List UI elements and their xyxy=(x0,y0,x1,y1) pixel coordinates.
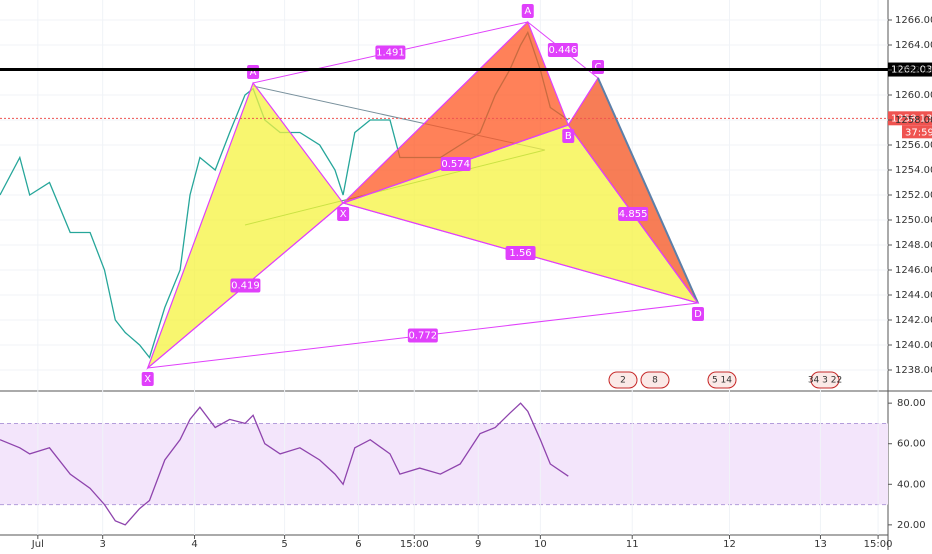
event-label: 2 xyxy=(620,376,626,386)
point-label: X xyxy=(144,374,151,385)
y-tick-label: 1260.000 xyxy=(895,90,932,101)
event-label: 8 xyxy=(652,376,658,386)
event-icon xyxy=(640,371,670,389)
y-tick-label: 60.00 xyxy=(897,439,926,450)
countdown-label: 37:59 xyxy=(905,127,932,138)
ratio-box xyxy=(618,207,649,221)
ratio-box xyxy=(230,278,261,293)
x-tick-label: 3 xyxy=(99,539,105,550)
event-icon xyxy=(707,371,737,389)
rsi-line xyxy=(0,402,569,526)
countdown-box xyxy=(902,125,932,139)
x-tick-label: 13 xyxy=(814,539,827,550)
y-tick-label: 1266.000 xyxy=(895,15,932,26)
event-icon xyxy=(608,371,638,389)
rsi-band xyxy=(0,423,888,505)
point-box xyxy=(691,307,704,321)
x-tick-label: 15:00 xyxy=(864,539,893,550)
y-tick-label: 1264.000 xyxy=(895,40,932,51)
y-tick-label: 1240.000 xyxy=(895,340,932,351)
y-tick-label: 1262.000 xyxy=(895,65,932,76)
point-label: X xyxy=(340,209,347,220)
point-label: B xyxy=(565,131,572,142)
ratio-label: 1.56 xyxy=(509,248,531,259)
x-tick-label: 6 xyxy=(355,539,361,550)
event-label: 34 3 22 xyxy=(808,376,842,386)
price-box xyxy=(888,111,932,126)
x-tick-label: 10 xyxy=(534,539,547,550)
y-tick-label: 40.00 xyxy=(897,479,926,490)
x-tick-label: 4 xyxy=(191,539,197,550)
ratio-label: 0.419 xyxy=(231,281,260,292)
ratio-box xyxy=(440,157,471,171)
ratio-label: 1.491 xyxy=(376,48,405,59)
y-tick-label: 1248.000 xyxy=(895,240,932,251)
x-tick-label: 9 xyxy=(475,539,481,550)
y-tick-label: 1256.000 xyxy=(895,140,932,151)
y-tick-label: 80.00 xyxy=(897,398,926,409)
point-label: A xyxy=(524,6,531,17)
y-tick-label: 1242.000 xyxy=(895,315,932,326)
pattern-edge xyxy=(597,77,699,304)
x-tick-label: 5 xyxy=(281,539,287,550)
point-label: C xyxy=(595,62,602,73)
x-tick-label: Jul xyxy=(31,539,44,550)
x-tick-label: 12 xyxy=(723,539,736,550)
ratio-box xyxy=(407,328,438,343)
x-tick-label: 15:00 xyxy=(400,539,429,550)
point-label: D xyxy=(694,309,702,320)
price-label: 1262.037 xyxy=(891,65,932,76)
point-box xyxy=(141,372,154,386)
ratio-label: 0.772 xyxy=(409,331,438,342)
y-tick-label: 1246.000 xyxy=(895,265,932,276)
x-tick-label: 11 xyxy=(626,539,639,550)
ratio-label: 0.574 xyxy=(441,159,470,170)
point-box xyxy=(562,129,575,143)
event-icon xyxy=(810,371,840,389)
ratio-box xyxy=(547,43,578,57)
ratio-box xyxy=(505,246,536,260)
point-box xyxy=(521,4,534,18)
y-tick-label: 1244.000 xyxy=(895,290,932,301)
point-box xyxy=(337,207,350,221)
y-tick-label: 1252.000 xyxy=(895,190,932,201)
event-label: 5 14 xyxy=(712,376,732,386)
ratio-label: 0.446 xyxy=(549,45,578,56)
price-label: 1258.135 xyxy=(891,113,932,124)
y-tick-label: 1258.000 xyxy=(895,115,932,126)
point-label: A xyxy=(250,67,257,78)
y-tick-label: 1250.000 xyxy=(895,215,932,226)
ratio-box xyxy=(375,45,406,60)
y-tick-label: 20.00 xyxy=(897,520,926,531)
y-tick-label: 1238.000 xyxy=(895,365,932,376)
y-tick-label: 1254.000 xyxy=(895,165,932,176)
price-box xyxy=(888,62,932,77)
ratio-label: 4.855 xyxy=(619,209,648,220)
